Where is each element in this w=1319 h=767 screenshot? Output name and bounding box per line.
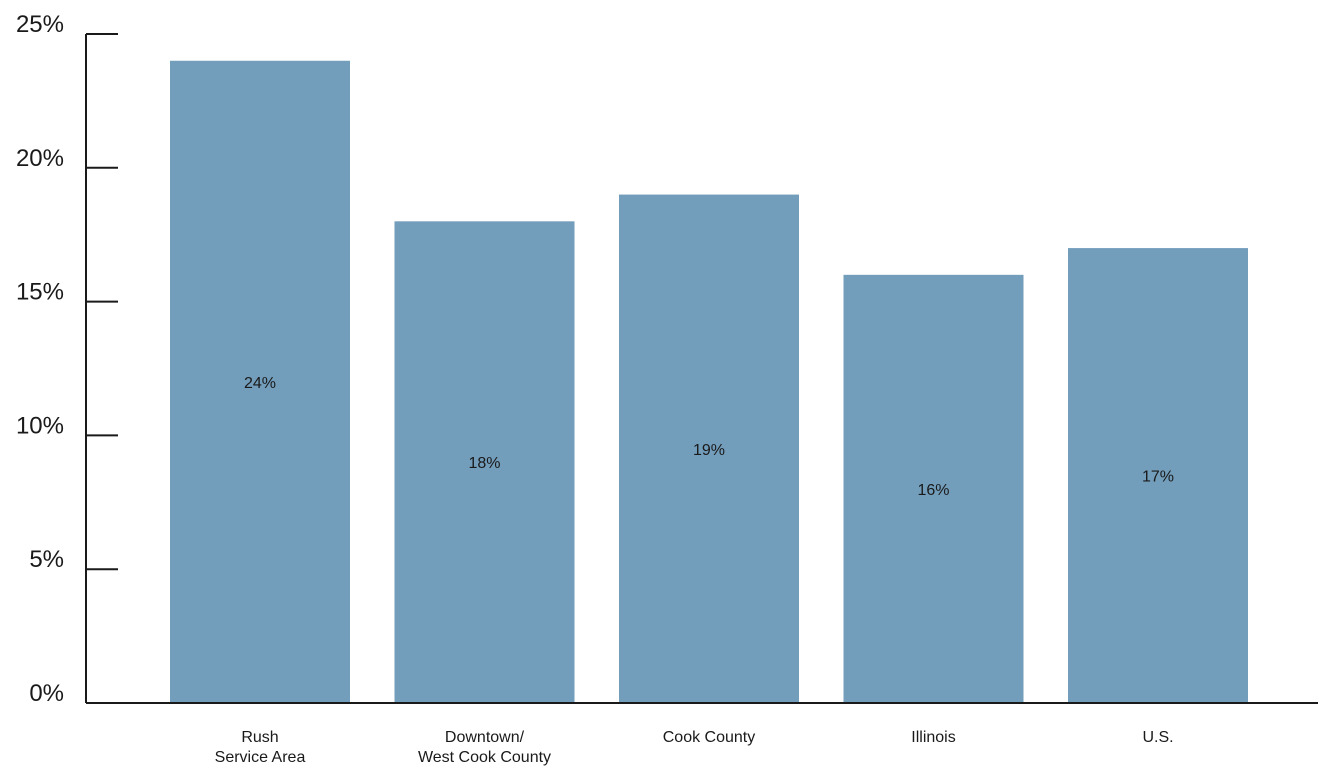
- category-label-line: Service Area: [215, 749, 306, 766]
- y-tick-label-1: 5%: [29, 546, 64, 573]
- category-label-4: U.S.: [1142, 729, 1173, 746]
- bar-4: [1068, 248, 1248, 703]
- bar-3: [843, 274, 1024, 703]
- bar-2: [619, 194, 799, 703]
- category-label-0: Rush Service Area: [215, 729, 306, 766]
- data-label-2: 19%: [693, 442, 725, 459]
- data-label-1: 18%: [468, 455, 500, 472]
- category-label-line: U.S.: [1142, 729, 1173, 746]
- category-label-line: Rush: [241, 729, 278, 746]
- category-label-1: Downtown/West Cook County: [418, 729, 551, 766]
- y-tick-label-3: 15%: [16, 279, 64, 306]
- category-label-3: Illinois: [911, 729, 955, 746]
- data-label-4: 17%: [1142, 469, 1174, 486]
- bar-0: [170, 60, 350, 703]
- category-label-line: West Cook County: [418, 749, 551, 766]
- y-tick-label-0: 0%: [29, 680, 64, 707]
- data-label-0: 24%: [244, 375, 276, 392]
- y-tick-label-5: 25%: [16, 11, 64, 38]
- y-tick-label-2: 10%: [16, 412, 64, 439]
- category-label-line: Cook County: [663, 729, 756, 746]
- data-label-3: 16%: [917, 482, 949, 499]
- category-label-line: Downtown/: [445, 729, 525, 746]
- category-label-2: Cook County: [663, 729, 756, 746]
- category-label-line: Illinois: [911, 729, 955, 746]
- y-tick-label-4: 20%: [16, 145, 64, 172]
- bar-1: [394, 221, 575, 703]
